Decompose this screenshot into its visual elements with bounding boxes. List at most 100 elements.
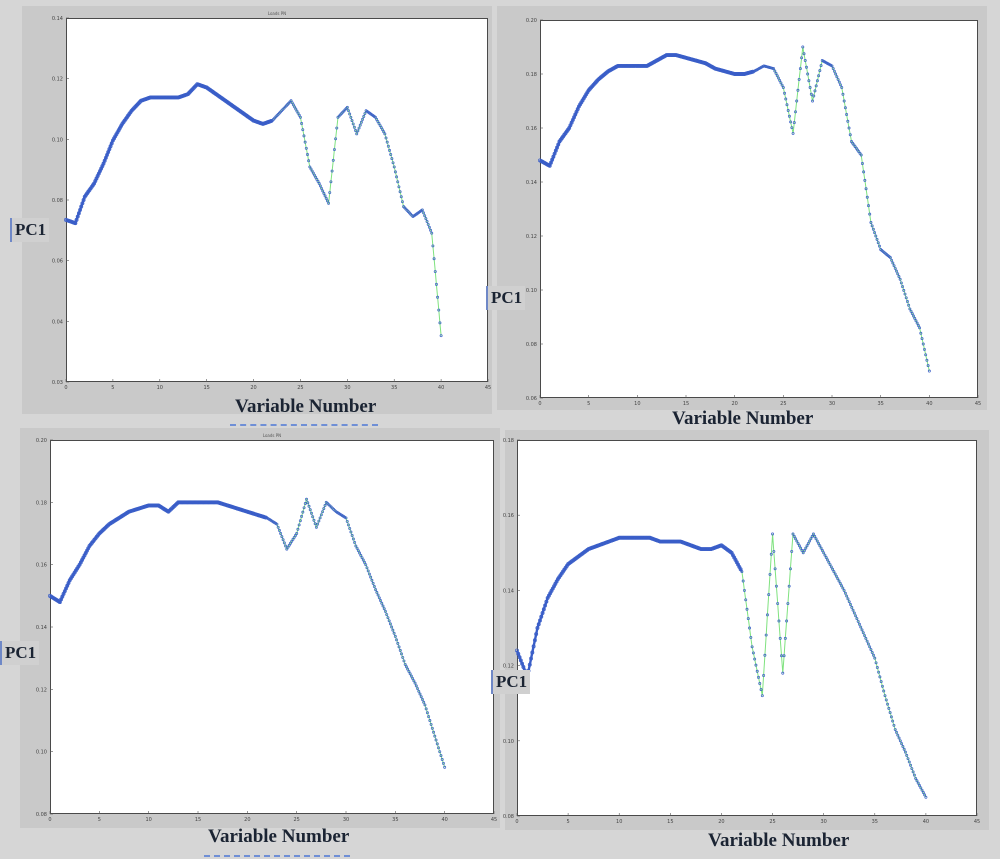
data-point <box>764 633 768 637</box>
data-point <box>617 63 622 68</box>
data-point <box>151 503 156 508</box>
data-point <box>316 179 320 183</box>
data-point <box>868 645 872 649</box>
data-point <box>797 77 801 81</box>
data-point <box>434 738 438 742</box>
data-point <box>443 765 447 769</box>
data-point <box>753 657 757 661</box>
data-point <box>301 128 305 132</box>
x-tick-label: 35 <box>391 385 397 391</box>
data-point <box>809 537 813 541</box>
data-point <box>819 546 823 550</box>
data-point <box>357 126 361 130</box>
data-point <box>74 217 79 222</box>
data-point <box>117 126 122 130</box>
data-point <box>296 527 300 531</box>
data-point <box>354 544 358 548</box>
data-point <box>213 500 218 505</box>
data-point <box>365 566 369 570</box>
data-point <box>669 539 674 544</box>
data-point <box>532 638 537 643</box>
data-point <box>635 535 640 540</box>
data-point <box>154 503 159 508</box>
data-point <box>872 653 875 657</box>
data-point <box>376 119 380 123</box>
data-point <box>847 126 851 130</box>
data-point <box>430 726 434 730</box>
data-point <box>81 198 86 202</box>
data-point <box>183 500 188 505</box>
data-point <box>295 109 299 113</box>
y-axis-label-2: PC1 <box>486 286 526 310</box>
data-point <box>188 500 193 505</box>
data-point <box>318 516 322 520</box>
data-point <box>642 535 647 540</box>
data-point <box>437 746 440 750</box>
data-point <box>369 575 373 579</box>
data-point <box>919 331 923 335</box>
data-point <box>435 742 439 746</box>
data-point <box>306 153 309 156</box>
data-point <box>900 742 904 746</box>
data-point <box>205 500 210 505</box>
data-point <box>309 167 313 171</box>
data-point <box>837 579 841 583</box>
data-point <box>794 110 797 114</box>
data-point <box>314 525 318 529</box>
data-point <box>345 519 349 523</box>
data-point <box>623 63 628 68</box>
data-point <box>305 497 308 501</box>
data-point <box>535 626 540 630</box>
data-point <box>379 599 382 602</box>
data-point <box>745 607 749 611</box>
data-point <box>356 549 360 553</box>
data-point <box>808 86 812 89</box>
data-point <box>114 132 119 137</box>
data-point <box>385 140 389 144</box>
data-point <box>673 53 678 58</box>
data-point <box>741 72 746 76</box>
data-point <box>794 537 798 541</box>
data-point <box>879 680 883 684</box>
data-point <box>902 288 906 292</box>
chart-title: Loads PN <box>268 11 286 16</box>
plot-area-3 <box>50 440 494 814</box>
data-point <box>791 131 795 135</box>
data-point <box>783 91 787 95</box>
data-point <box>787 114 791 118</box>
data-point <box>386 616 390 620</box>
data-point <box>296 111 300 115</box>
data-point <box>924 795 928 799</box>
data-point <box>398 648 402 652</box>
data-point <box>323 504 327 507</box>
data-point <box>119 124 124 128</box>
data-point <box>633 535 638 540</box>
data-point <box>836 77 840 81</box>
data-point <box>420 208 424 212</box>
data-point <box>285 547 289 551</box>
data-point <box>786 108 790 112</box>
data-point <box>307 504 311 508</box>
x-tick-label: 30 <box>829 401 835 407</box>
y-tick-label: 0.14 <box>526 180 537 186</box>
data-point <box>146 503 151 508</box>
data-point <box>631 63 636 68</box>
data-point <box>838 581 842 585</box>
data-point <box>787 584 791 588</box>
data-point <box>628 63 632 68</box>
data-point <box>701 547 706 551</box>
data-point <box>832 570 836 574</box>
y-tick-label: 0.12 <box>36 687 47 693</box>
data-point <box>384 136 388 140</box>
data-point <box>310 511 313 515</box>
data-point <box>807 79 811 83</box>
data-point <box>866 642 870 646</box>
data-point <box>911 770 915 774</box>
data-point <box>635 63 640 68</box>
data-point <box>861 631 865 635</box>
data-point <box>783 636 787 640</box>
data-point <box>767 593 771 597</box>
data-point <box>398 190 402 194</box>
data-point <box>155 503 160 508</box>
